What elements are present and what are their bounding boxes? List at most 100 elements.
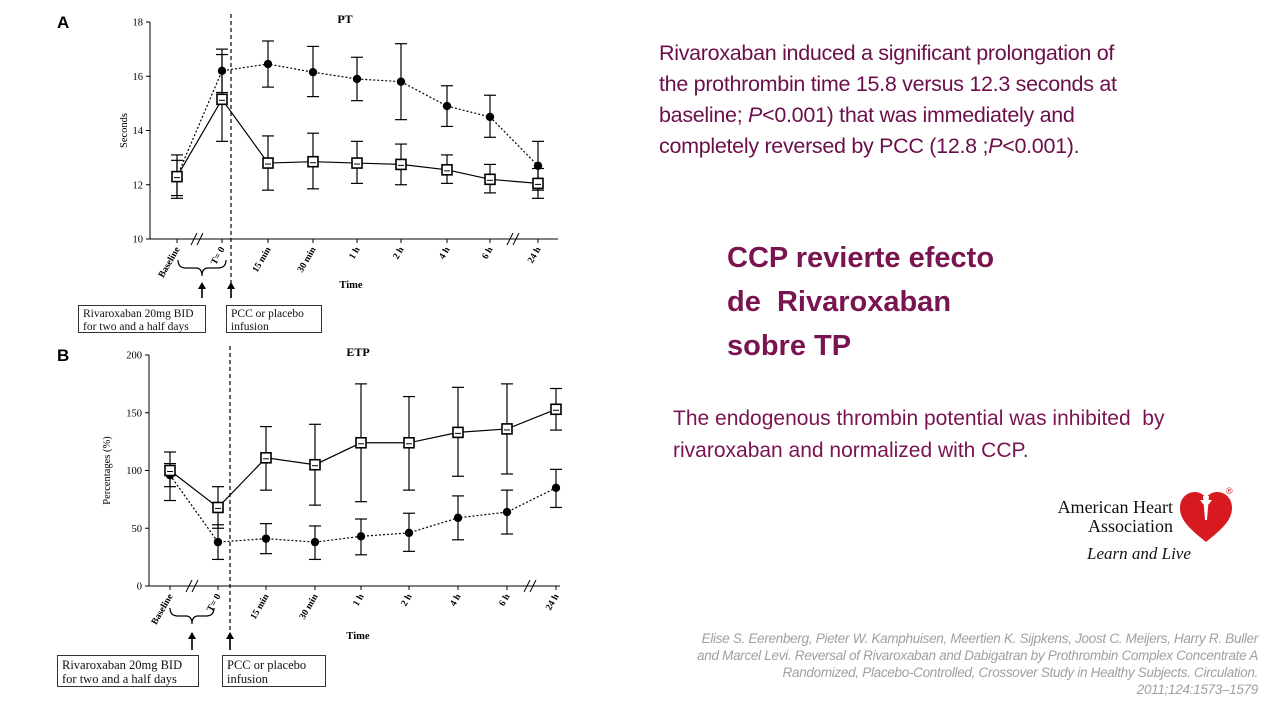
x-tick-label: 1 h: [348, 245, 363, 261]
y-tick-label: 14: [133, 126, 144, 137]
y-axis-label: Percentages (%): [102, 436, 113, 505]
axis-break-mark: [529, 579, 537, 593]
axis-break-mark: [512, 232, 520, 246]
pt-finding-line: Rivaroxaban induced a significant prolon…: [659, 41, 1117, 158]
x-tick-label: T= 0: [206, 592, 224, 614]
PCC-point: [307, 155, 319, 168]
y-axis-label: Seconds: [119, 113, 130, 148]
heart-torch-logo: [1180, 483, 1232, 542]
PCC-point: [395, 158, 407, 171]
etp-finding-text: The endogenous thrombin potential was in…: [673, 407, 1171, 462]
placebo-point: [404, 528, 414, 538]
x-tick-label: 30 min: [298, 592, 321, 622]
x-tick-label: 24 h: [526, 245, 544, 265]
arrow-head: [198, 282, 206, 289]
placebo-point: [213, 537, 223, 547]
arrow-head: [227, 282, 235, 289]
x-tick-label: 2 h: [392, 245, 407, 261]
x-tick-label: 4 h: [438, 245, 453, 261]
y-tick-label: 50: [132, 524, 143, 535]
axis-break-mark: [196, 232, 204, 246]
PCC-point: [403, 436, 415, 449]
panel-letter-a: A: [57, 13, 70, 32]
aha-name-line-1: American Heart: [1057, 497, 1173, 517]
placebo-point: [533, 161, 543, 170]
placebo-point: [485, 112, 495, 122]
placebo-point: [263, 59, 273, 69]
placebo-point: [396, 77, 406, 86]
heading-line-3: sobre TP: [727, 330, 852, 362]
placebo-point: [310, 537, 320, 547]
aha-name-line-2: Association: [1088, 516, 1173, 536]
y-tick-label: 12: [133, 180, 144, 191]
axis-break-mark: [190, 232, 198, 246]
arrow-head: [188, 632, 196, 639]
arrow-head: [226, 632, 234, 639]
x-tick-label: 6 h: [498, 592, 513, 608]
y-tick-label: 10: [133, 235, 144, 246]
etp-chart: 0 50 100 150 200 Percentages (%) ETP Baseline T=…: [102, 345, 562, 650]
PCC-point: [164, 464, 176, 477]
spanish-heading: CCP revierte efecto de Rivaroxaban sobre…: [727, 236, 994, 368]
PCC-line: [169, 408, 557, 509]
brace: [177, 259, 227, 277]
placebo-line: [169, 474, 557, 543]
pcc-note-b: PCC or placebo infusion: [222, 655, 326, 687]
x-tick-label: 1 h: [352, 592, 367, 608]
x-tick-label: 30 min: [296, 245, 319, 275]
aha-name: American Heart Association: [1030, 498, 1173, 536]
PCC-point: [532, 177, 544, 190]
rivaroxaban-note-b: Rivaroxaban 20mg BID for two and a half …: [57, 655, 199, 687]
x-tick-label: 24 h: [544, 592, 562, 612]
axis-break-mark: [523, 579, 531, 593]
PCC-point: [216, 93, 228, 106]
x-axis-label: Time: [346, 631, 369, 642]
PCC-point: [309, 458, 321, 471]
PCC-point: [212, 501, 224, 514]
x-tick-label: 15 min: [249, 592, 272, 622]
brace: [169, 607, 215, 625]
x-tick-label: Baseline: [150, 593, 176, 627]
registered-mark: ®: [1226, 486, 1233, 496]
reference-citation: Elise S. Eerenberg, Pieter W. Kamphuisen…: [697, 631, 1258, 697]
chart-title: PT: [337, 12, 352, 26]
PCC-point: [452, 426, 464, 439]
placebo-point: [551, 483, 561, 493]
y-tick-label: 16: [133, 72, 144, 83]
PCC-point: [351, 157, 363, 169]
placebo-point: [502, 507, 512, 517]
placebo-point: [356, 532, 366, 541]
PCC-point: [171, 170, 183, 183]
chart-title: ETP: [346, 345, 369, 359]
panel-letter-b: B: [57, 346, 70, 365]
heading-line-1: CCP revierte efecto: [727, 242, 995, 274]
heading-line-2: de Rivaroxaban: [727, 286, 952, 318]
y-tick-label: 100: [126, 466, 142, 477]
y-tick-label: 0: [137, 582, 142, 593]
x-tick-label: 6 h: [481, 245, 496, 261]
placebo-point: [442, 101, 452, 111]
PCC-point: [501, 423, 513, 435]
PCC-point: [441, 164, 453, 176]
y-tick-label: 150: [126, 408, 142, 419]
x-tick-label: 4 h: [449, 592, 464, 608]
axis-break-mark: [506, 232, 514, 246]
PCC-point: [260, 451, 272, 464]
aha-tagline: Learn and Live: [1087, 544, 1191, 563]
pt-finding-text: Rivaroxaban induced a significant prolon…: [659, 38, 1129, 162]
placebo-point: [261, 534, 271, 543]
y-tick-label: 18: [133, 18, 144, 29]
y-tick-label: 200: [126, 351, 142, 362]
placebo-point: [308, 67, 318, 77]
PCC-point: [484, 173, 496, 186]
PCC-point: [550, 403, 562, 416]
placebo-point: [453, 513, 463, 523]
placebo-point: [352, 74, 362, 84]
pcc-note-a: PCC or placebo infusion: [226, 305, 322, 333]
axis-break-mark: [191, 579, 199, 593]
placebo-line: [176, 63, 539, 177]
PCC-point: [355, 436, 367, 449]
axis-break-mark: [185, 579, 193, 593]
x-axis-label: Time: [339, 280, 362, 291]
